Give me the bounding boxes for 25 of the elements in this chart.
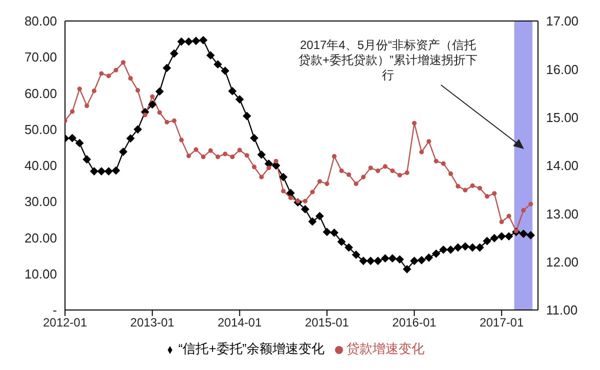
- y-tick-label: 10.00: [24, 266, 57, 282]
- x-tick-label: 2015-01: [304, 316, 350, 330]
- annotation: 2017年4、5月份“非标资产（信托贷款+委托贷款）”累计增速拐折下行: [298, 38, 478, 83]
- y2-tick-label: 14.00: [546, 158, 579, 174]
- legend-label: 贷款增速变化: [346, 341, 425, 356]
- y2-tick-label: 13.00: [546, 206, 579, 222]
- y-tick-label: 50.00: [24, 122, 57, 137]
- y2-tick-label: 16.00: [546, 62, 579, 77]
- y2-tick-label: 17.00: [546, 14, 579, 29]
- x-tick-label: 2016-01: [392, 316, 437, 330]
- y-tick-label: 20.00: [24, 230, 57, 246]
- y-tick-label: 80.00: [24, 14, 57, 29]
- y-tick-label: 60.00: [24, 86, 57, 101]
- y-tick-label: 30.00: [24, 194, 57, 210]
- y2-tick-label: 15.00: [546, 110, 579, 125]
- x-tick-label: 2012-01: [42, 316, 88, 330]
- x-tick-label: 2013-01: [130, 316, 175, 330]
- legend-label: “信托+委托”余额增速变化: [178, 341, 325, 356]
- x-tick-label: 2014-01: [218, 316, 262, 330]
- x-tick-label: 2017-01: [480, 316, 524, 330]
- y2-tick-label: 12.00: [546, 254, 579, 270]
- y2-tick-label: 11.00: [546, 302, 578, 318]
- y-tick-label: 70.00: [24, 50, 57, 65]
- y-tick-label: 40.00: [24, 158, 57, 174]
- y-tick-label: -: [52, 302, 57, 318]
